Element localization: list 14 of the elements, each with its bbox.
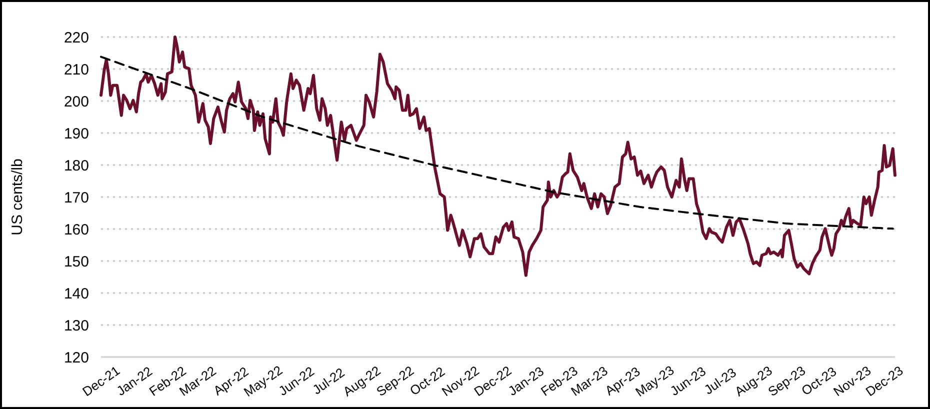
y-tick-label: 150 [64,253,89,270]
y-tick-label: 220 [64,29,89,46]
y-tick-label: 160 [64,221,89,238]
y-axis-title: US cents/lb [9,158,26,236]
y-tick-label: 210 [64,61,89,78]
y-tick-label: 180 [64,157,89,174]
y-tick-label: 120 [64,349,89,366]
y-tick-label: 190 [64,125,89,142]
y-tick-label: 140 [64,285,89,302]
line-series [100,36,896,277]
y-tick-label: 200 [64,93,89,110]
y-tick-label: 170 [64,189,89,206]
line-series [100,56,894,230]
y-tick-label: 130 [64,317,89,334]
